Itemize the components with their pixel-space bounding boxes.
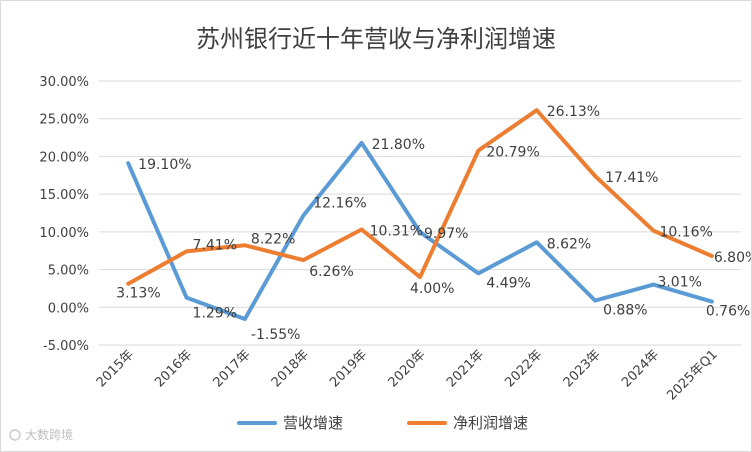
x-tick-label: 2017年 bbox=[211, 347, 254, 390]
watermark-text: 大数跨境 bbox=[25, 427, 73, 442]
series-lines bbox=[126, 108, 714, 321]
profit-data-label: 26.13% bbox=[547, 104, 600, 120]
chart-title: 苏州银行近十年营收与净利润增速 bbox=[196, 25, 556, 53]
y-tick-label: 30.00% bbox=[39, 75, 89, 90]
y-tick-label: -5.00% bbox=[43, 339, 89, 354]
y-axis: -5.00% 0.00% 5.00% 10.00% 15.00% 20.00% 25.00%… bbox=[39, 75, 89, 354]
gridlines bbox=[99, 80, 741, 346]
x-tick-label: 2022年 bbox=[502, 347, 545, 390]
x-tick-label: 2024年 bbox=[619, 347, 662, 390]
x-tick-label: 2018年 bbox=[269, 347, 312, 390]
x-tick-label: 2015年 bbox=[94, 347, 137, 390]
revenue-data-label: 8.62% bbox=[547, 236, 591, 252]
revenue-growth-line bbox=[126, 140, 714, 321]
revenue-data-label: 19.10% bbox=[138, 157, 191, 173]
legend: 营收增速 净利润增速 bbox=[237, 414, 528, 432]
revenue-data-label: 1.29% bbox=[193, 306, 237, 322]
x-axis: 2015年 2016年 2017年 2018年 2019年 2020年 2021年 2022年… bbox=[94, 347, 721, 403]
revenue-data-label: 21.80% bbox=[372, 137, 425, 153]
y-tick-label: 10.00% bbox=[39, 226, 89, 241]
profit-data-label: 10.16% bbox=[659, 225, 712, 241]
y-tick-label: 15.00% bbox=[39, 188, 89, 203]
x-tick-label: 2025年Q1 bbox=[664, 347, 720, 403]
y-tick-label: 5.00% bbox=[48, 264, 89, 279]
profit-growth-line bbox=[126, 108, 714, 286]
profit-data-label: 7.41% bbox=[193, 237, 237, 253]
profit-data-label: 4.00% bbox=[410, 281, 454, 297]
revenue-data-label: 9.97% bbox=[424, 226, 468, 242]
watermark: 大数跨境 bbox=[9, 427, 73, 442]
revenue-data-label: 12.16% bbox=[313, 196, 366, 212]
profit-data-label: 6.80% bbox=[714, 250, 751, 266]
x-tick-label: 2020年 bbox=[386, 347, 429, 390]
profit-data-label: 8.22% bbox=[251, 231, 295, 247]
profit-data-label: 20.79% bbox=[486, 144, 539, 160]
watermark-logo-icon bbox=[9, 429, 21, 441]
x-tick-label: 2019年 bbox=[327, 347, 370, 390]
revenue-data-label: 0.88% bbox=[603, 303, 647, 319]
revenue-data-label: 3.01% bbox=[657, 275, 701, 291]
x-tick-label: 2023年 bbox=[561, 347, 604, 390]
data-labels: 19.10% 1.29% -1.55% 12.16% 21.80% 9.97% 4.49% 8… bbox=[116, 104, 751, 343]
profit-data-label: 3.13% bbox=[116, 286, 160, 302]
y-tick-label: 20.00% bbox=[39, 150, 89, 165]
profit-data-label: 17.41% bbox=[605, 170, 658, 186]
legend-entry: 营收增速 bbox=[283, 414, 343, 432]
profit-data-label: 6.26% bbox=[309, 264, 353, 280]
profit-data-label: 10.31% bbox=[370, 224, 423, 240]
x-tick-label: 2016年 bbox=[152, 347, 195, 390]
revenue-data-label: -1.55% bbox=[251, 327, 301, 343]
y-tick-label: 25.00% bbox=[39, 113, 89, 128]
y-tick-label: 0.00% bbox=[48, 301, 89, 316]
legend-entry: 净利润增速 bbox=[453, 414, 528, 432]
revenue-data-label: 0.76% bbox=[706, 304, 750, 320]
x-tick-label: 2021年 bbox=[444, 347, 487, 390]
revenue-data-label: 4.49% bbox=[486, 275, 530, 291]
